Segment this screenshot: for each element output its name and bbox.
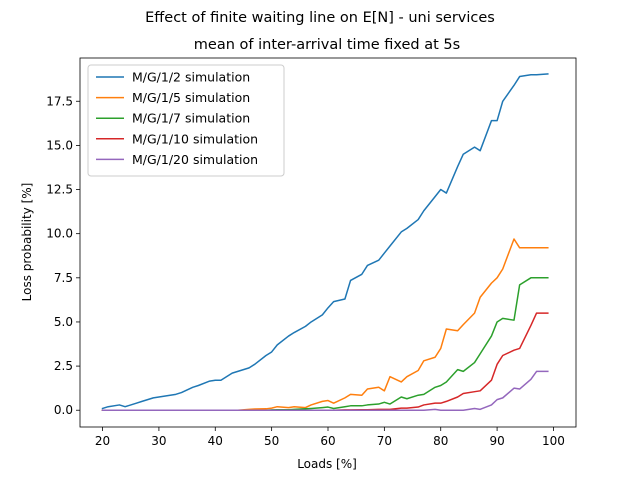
legend-label-5: M/G/1/20 simulation bbox=[132, 152, 258, 167]
y-tick-label: 15.0 bbox=[46, 138, 73, 152]
y-tick-label: 5.0 bbox=[54, 315, 73, 329]
y-tick-label: 17.5 bbox=[46, 94, 73, 108]
x-tick-label: 90 bbox=[489, 434, 504, 448]
legend-label-3: M/G/1/7 simulation bbox=[132, 111, 250, 126]
legend: M/G/1/2 simulation M/G/1/5 simulation M/G/… bbox=[87, 64, 285, 177]
x-tick-label: 40 bbox=[208, 434, 223, 448]
series-line-5 bbox=[101, 370, 549, 411]
chart-title: Effect of finite waiting line on E[N] - … bbox=[145, 10, 495, 26]
x-tick-label: 80 bbox=[433, 434, 448, 448]
x-tick-label: 100 bbox=[542, 434, 565, 448]
x-axis-label: Loads [%] bbox=[297, 457, 357, 471]
x-tick-label: 50 bbox=[264, 434, 279, 448]
y-tick-label: 10.0 bbox=[46, 227, 73, 241]
legend-label-2: M/G/1/5 simulation bbox=[132, 90, 250, 105]
legend-box bbox=[87, 64, 285, 177]
x-tick-label: 70 bbox=[377, 434, 392, 448]
y-tick-label: 0.0 bbox=[54, 403, 73, 417]
x-tick-label: 20 bbox=[95, 434, 110, 448]
series-line-1 bbox=[101, 73, 549, 410]
y-axis-label: Loss probability [%] bbox=[20, 183, 34, 302]
series-lines bbox=[101, 73, 549, 411]
chart-subtitle: mean of inter-arrival time fixed at 5s bbox=[194, 37, 460, 53]
y-tick-label: 12.5 bbox=[46, 183, 73, 197]
x-tick-label: 60 bbox=[320, 434, 335, 448]
legend-label-4: M/G/1/10 simulation bbox=[132, 131, 258, 146]
x-tick-label: 30 bbox=[151, 434, 166, 448]
y-tick-label: 7.5 bbox=[54, 271, 73, 285]
y-tick-label: 2.5 bbox=[54, 359, 73, 373]
legend-label-1: M/G/1/2 simulation bbox=[132, 70, 250, 85]
axes: 20 30 40 50 60 70 80 90 100 0.0 2.5 5.0 7.5 10.0 12.5 1… bbox=[46, 57, 577, 448]
